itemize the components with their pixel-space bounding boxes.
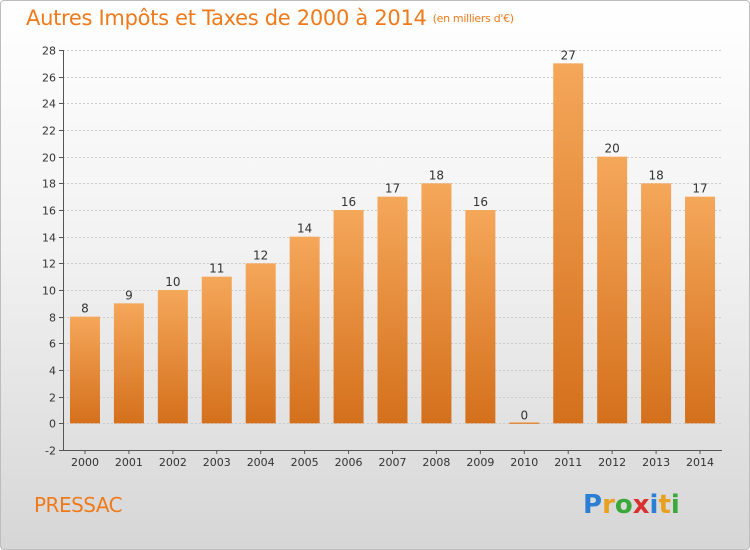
bar [377, 196, 408, 424]
y-tick-label: 24 [42, 98, 56, 111]
x-tick-label: 2006 [335, 456, 363, 469]
data-label: 17 [385, 182, 400, 196]
data-label: 17 [692, 182, 707, 196]
logo-letter: o [614, 490, 633, 520]
y-tick-label: 22 [42, 125, 56, 138]
chart-title-block: Autres Impôts et Taxes de 2000 à 2014 (en… [26, 6, 514, 30]
logo-letter: i [649, 490, 659, 520]
bar [333, 210, 364, 424]
y-tick-label: 14 [42, 232, 56, 245]
bar [465, 210, 496, 424]
y-tick-label: 12 [42, 258, 56, 271]
x-tick-label: 2003 [203, 456, 231, 469]
y-tick-label: 0 [49, 418, 56, 431]
bar [641, 183, 672, 424]
labels: -202468101214161820222426288200092001102… [42, 45, 714, 470]
data-label: 16 [341, 195, 356, 209]
data-label: 18 [429, 168, 444, 182]
logo-letter: x [632, 490, 650, 520]
y-tick-label: 10 [42, 285, 56, 298]
x-tick-label: 2005 [291, 456, 319, 469]
bar [553, 63, 584, 424]
logo-letter: t [658, 490, 671, 520]
y-tick-label: 2 [49, 392, 56, 405]
x-tick-label: 2002 [159, 456, 187, 469]
y-tick-label: 6 [49, 338, 56, 351]
x-tick-label: 2007 [379, 456, 407, 469]
data-label: 0 [520, 408, 528, 422]
y-tick-label: 16 [42, 205, 56, 218]
bar [685, 196, 716, 424]
bar [69, 316, 100, 424]
bar [597, 156, 628, 424]
y-tick-label: 26 [42, 72, 56, 85]
x-tick-label: 2004 [247, 456, 275, 469]
data-label: 20 [605, 142, 620, 156]
bar [421, 183, 452, 424]
x-tick-label: 2014 [686, 456, 714, 469]
x-tick-label: 2009 [466, 456, 494, 469]
data-label: 9 [125, 288, 133, 302]
data-label: 27 [561, 48, 576, 62]
x-tick-label: 2013 [642, 456, 670, 469]
y-tick-label: 8 [49, 312, 56, 325]
y-tick-label: 20 [42, 152, 56, 165]
y-tick-label: 4 [49, 365, 56, 378]
y-tick-label: 18 [42, 178, 56, 191]
logo-letter: P [583, 490, 603, 520]
bar [289, 236, 320, 424]
bar [509, 422, 540, 424]
logo-letter: i [670, 490, 680, 520]
data-label: 11 [209, 262, 224, 276]
x-tick-label: 2010 [510, 456, 538, 469]
x-tick-label: 2011 [554, 456, 582, 469]
proxiti-logo: Proxiti [583, 490, 680, 520]
x-tick-label: 2008 [422, 456, 450, 469]
data-label: 16 [473, 195, 488, 209]
axes [59, 50, 722, 454]
data-label: 12 [253, 248, 268, 262]
data-label: 10 [165, 275, 180, 289]
x-tick-label: 2012 [598, 456, 626, 469]
x-tick-label: 2001 [115, 456, 143, 469]
bar [157, 290, 188, 424]
bar [113, 303, 144, 424]
x-tick-label: 2000 [71, 456, 99, 469]
y-tick-label: -2 [45, 445, 56, 458]
chart-unit: (en milliers d'€) [432, 12, 514, 25]
data-label: 8 [81, 302, 89, 316]
place-name: PRESSAC [34, 493, 123, 517]
y-tick-label: 28 [42, 45, 56, 58]
data-label: 18 [648, 168, 663, 182]
bar [245, 263, 276, 424]
chart-title: Autres Impôts et Taxes de 2000 à 2014 [26, 6, 427, 30]
logo-letter: r [602, 490, 615, 520]
data-label: 14 [297, 222, 312, 236]
bars [69, 63, 716, 424]
bar [201, 276, 232, 424]
